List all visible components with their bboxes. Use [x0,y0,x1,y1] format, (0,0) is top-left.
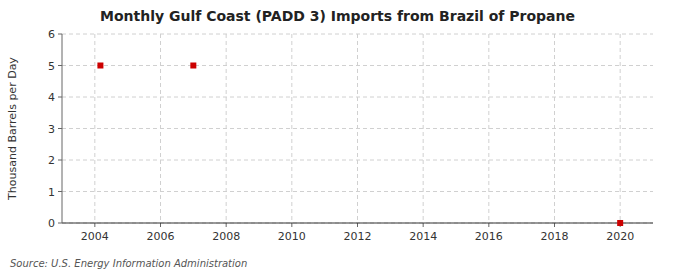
x-tick-label: 2010 [278,230,306,243]
y-tick [58,34,62,35]
point [190,63,196,69]
y-tick [58,97,62,98]
y-grid-line [62,223,653,224]
y-axis-label: Thousand Barrels per Day [6,57,19,201]
points [97,63,623,227]
axes: 2004 2006 2008 2010 2012 2014 2016 2018 2020 0 1 2 3… [48,28,653,243]
x-tick-label: 2020 [606,230,634,243]
x-tick [226,223,227,227]
y-grid-line [62,34,653,35]
y-grid-line [62,128,653,129]
point [617,220,623,226]
x-tick [291,223,292,227]
x-tick-label: 2016 [475,230,503,243]
title: Monthly Gulf Coast (PADD 3) Imports from… [100,8,575,24]
x-tick-label: 2012 [344,230,372,243]
y-grid-line [62,191,653,192]
x-tick-label: 2006 [147,230,175,243]
x-tick [488,223,489,227]
x-tick [423,223,424,227]
y-tick [58,223,62,224]
y-grid-line [62,160,653,161]
y-tick-label: 4 [48,91,55,104]
x-grid-line [620,34,621,223]
x-tick-label: 2018 [541,230,569,243]
x-tick-label: 2008 [212,230,240,243]
y-tick [58,160,62,161]
x-tick-label: 2004 [81,230,109,243]
grid [62,34,653,223]
y-tick-label: 0 [48,217,55,230]
y-tick-label: 1 [48,186,55,199]
y-tick-label: 5 [48,60,55,73]
x-grid-line [291,34,292,223]
y-axis-line [62,34,63,223]
x-grid-line [94,34,95,223]
y-tick-label: 6 [48,28,55,41]
x-tick [554,223,555,227]
x-tick-label: 2014 [409,230,437,243]
x-tick [160,223,161,227]
point [97,63,103,69]
y-tick-label: 3 [48,123,55,136]
chart: Monthly Gulf Coast (PADD 3) Imports from… [0,0,675,275]
y-tick-label: 2 [48,154,55,167]
y-tick [58,128,62,129]
x-tick [357,223,358,227]
source: Source: U.S. Energy Information Administ… [10,258,247,269]
y-grid-line [62,65,653,66]
x-tick [94,223,95,227]
y-tick [58,65,62,66]
x-axis-line [62,223,653,224]
y-tick [58,191,62,192]
y-grid-line [62,97,653,98]
